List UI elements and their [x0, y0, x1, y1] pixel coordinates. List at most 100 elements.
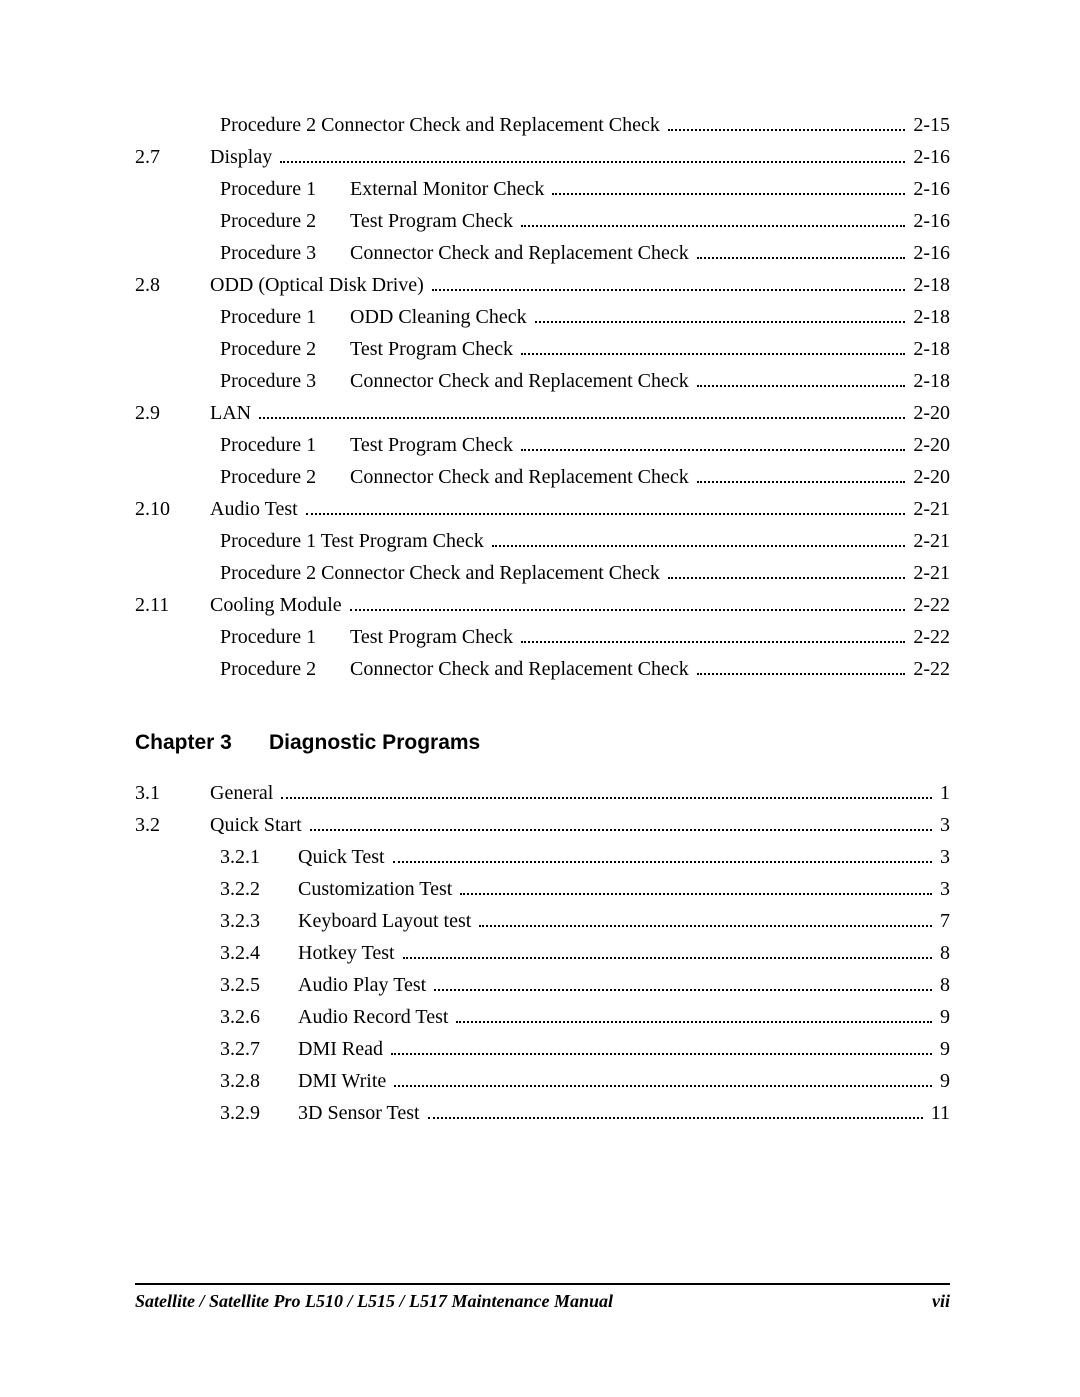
toc-procedure-number: Procedure 2: [210, 467, 350, 487]
toc-page-number: 2-22: [909, 627, 950, 647]
toc-procedure-number: Procedure 1: [210, 179, 350, 199]
toc-procedure-number: Procedure 1: [210, 435, 350, 455]
toc-leader: [259, 403, 905, 419]
toc-page-number: 9: [936, 1039, 950, 1059]
toc-line: Procedure 2 Connector Check and Replacem…: [135, 563, 950, 583]
toc-subsection-number: 3.2.7: [210, 1039, 298, 1059]
toc-leader: [350, 595, 906, 611]
toc-line: Procedure 1 Test Program Check 2-21: [135, 531, 950, 551]
toc-page-number: 2-21: [909, 563, 950, 583]
toc-label: DMI Read: [298, 1039, 389, 1059]
toc-line: 3.1General 1: [135, 783, 950, 803]
toc-line: Procedure 1Test Program Check2-20: [135, 435, 950, 455]
document-page: Procedure 2 Connector Check and Replacem…: [0, 0, 1080, 1397]
toc-page-number: 7: [936, 911, 950, 931]
toc-line: 3.2Quick Start3: [135, 815, 950, 835]
toc-page-number: 9: [936, 1007, 950, 1027]
toc-line: 2.11Cooling Module 2-22: [135, 595, 950, 615]
toc-leader: [521, 211, 905, 227]
toc-line: 2.8ODD (Optical Disk Drive)2-18: [135, 275, 950, 295]
toc-page-number: 3: [936, 879, 950, 899]
toc-page-number: 2-15: [909, 115, 950, 135]
toc-page-number: 2-16: [909, 147, 950, 167]
toc-label: Test Program Check: [350, 435, 519, 455]
toc-leader: [281, 783, 932, 799]
toc-line: Procedure 1External Monitor Check 2-16: [135, 179, 950, 199]
toc-leader: [668, 563, 905, 579]
toc-leader: [697, 659, 906, 675]
toc-section-number: 2.10: [135, 499, 210, 519]
toc-leader: [492, 531, 906, 547]
footer-rule: [135, 1283, 950, 1285]
toc-label: Connector Check and Replacement Check: [350, 371, 695, 391]
toc-leader: [434, 975, 932, 991]
toc-label: Procedure 2 Connector Check and Replacem…: [210, 563, 666, 583]
toc-line: Procedure 3Connector Check and Replaceme…: [135, 371, 950, 391]
toc-page-number: 2-18: [909, 275, 950, 295]
toc-page-number: 2-16: [909, 243, 950, 263]
toc-page-number: 2-16: [909, 211, 950, 231]
toc-label: Cooling Module: [210, 595, 348, 615]
toc-subsection-number: 3.2.3: [210, 911, 298, 931]
toc-page-number: 2-18: [909, 307, 950, 327]
toc-leader: [697, 467, 906, 483]
toc-page-number: 1: [936, 783, 950, 803]
toc-line: 2.7Display2-16: [135, 147, 950, 167]
chapter-heading: Chapter 3 Diagnostic Programs: [135, 731, 950, 755]
toc-block: 3.1General 1 3.2Quick Start3 3.2.1Quick Tes…: [135, 783, 950, 1123]
toc-label: LAN: [210, 403, 257, 423]
toc-label: Connector Check and Replacement Check: [350, 467, 695, 487]
toc-label: Connector Check and Replacement Check: [350, 659, 695, 679]
toc-subsection-number: 3.2.1: [210, 847, 298, 867]
toc-page-number: 3: [936, 847, 950, 867]
toc-leader: [521, 435, 905, 451]
toc-label: Connector Check and Replacement Check: [350, 243, 695, 263]
page-footer: Satellite / Satellite Pro L510 / L515 / …: [135, 1283, 950, 1312]
toc-procedure-number: Procedure 2: [210, 659, 350, 679]
toc-page-number: 11: [927, 1103, 950, 1123]
toc-label: Quick Start: [210, 815, 308, 835]
toc-label: Audio Test: [210, 499, 304, 519]
toc-line: 3.2.8DMI Write9: [135, 1071, 950, 1091]
toc-label: Hotkey Test: [298, 943, 401, 963]
toc-leader: [310, 815, 932, 831]
toc-leader: [394, 1071, 932, 1087]
toc-line: Procedure 3Connector Check and Replaceme…: [135, 243, 950, 263]
toc-page-number: 2-18: [909, 339, 950, 359]
toc-label: Quick Test: [298, 847, 391, 867]
toc-leader: [428, 1103, 923, 1119]
toc-subsection-number: 3.2.2: [210, 879, 298, 899]
toc-line: 3.2.1Quick Test 3: [135, 847, 950, 867]
toc-page-number: 2-21: [909, 531, 950, 551]
toc-label: General: [210, 783, 279, 803]
toc-page-number: 2-16: [909, 179, 950, 199]
toc-label: Procedure 2 Connector Check and Replacem…: [210, 115, 666, 135]
toc-label: Audio Record Test: [298, 1007, 454, 1027]
toc-subsection-number: 3.2.4: [210, 943, 298, 963]
toc-subsection-number: 3.2.6: [210, 1007, 298, 1027]
toc-line: 3.2.2Customization Test3: [135, 879, 950, 899]
toc-page-number: 2-21: [909, 499, 950, 519]
toc-label: Test Program Check: [350, 211, 519, 231]
toc-block: Procedure 2 Connector Check and Replacem…: [135, 115, 950, 679]
footer-left: Satellite / Satellite Pro L510 / L515 / …: [135, 1291, 613, 1312]
toc-page-number: 2-22: [909, 595, 950, 615]
toc-leader: [479, 911, 932, 927]
toc-label: ODD (Optical Disk Drive): [210, 275, 430, 295]
toc-section-number: 2.9: [135, 403, 210, 423]
toc-subsection-number: 3.2.8: [210, 1071, 298, 1091]
toc-section-number: 3.1: [135, 783, 210, 803]
toc-label: Test Program Check: [350, 339, 519, 359]
toc-procedure-number: Procedure 1: [210, 627, 350, 647]
toc-leader: [403, 943, 932, 959]
toc-leader: [393, 847, 932, 863]
toc-leader: [521, 339, 905, 355]
toc-section-number: 2.11: [135, 595, 210, 615]
toc-line: 3.2.3Keyboard Layout test7: [135, 911, 950, 931]
toc-label: External Monitor Check: [350, 179, 550, 199]
toc-line: 2.10Audio Test 2-21: [135, 499, 950, 519]
toc-label: Procedure 1 Test Program Check: [210, 531, 490, 551]
toc-procedure-number: Procedure 1: [210, 307, 350, 327]
toc-section-number: 2.7: [135, 147, 210, 167]
toc-leader: [456, 1007, 932, 1023]
